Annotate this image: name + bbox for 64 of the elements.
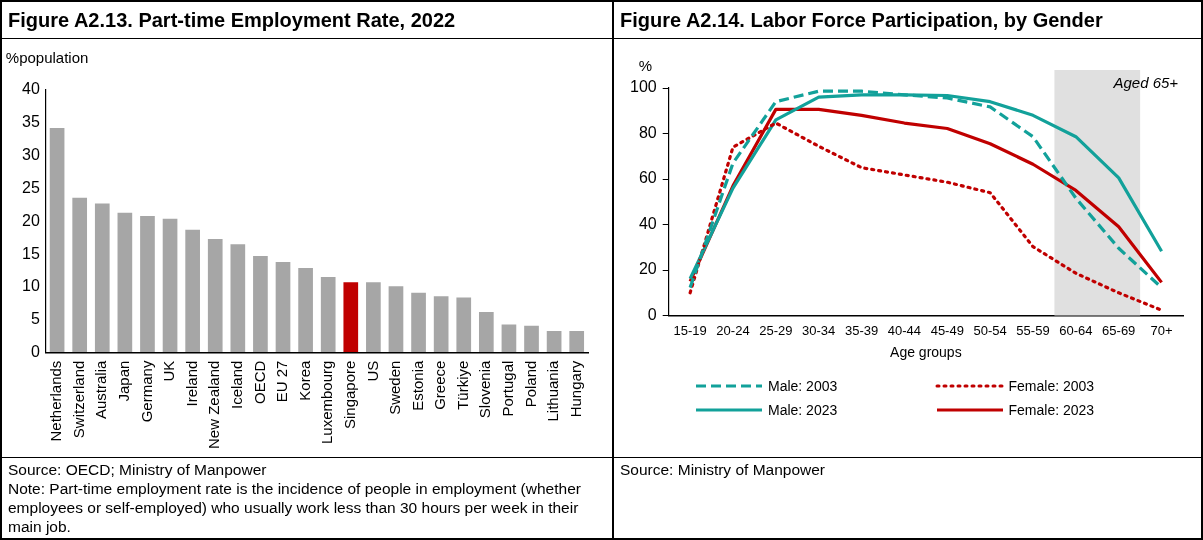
legend-label: Female: 2003 (1008, 378, 1095, 394)
x-tick-label: Estonia (408, 359, 426, 411)
y-tick-label: 15 (22, 244, 40, 262)
x-tick-label: Hungary (566, 360, 584, 418)
y-tick-label: 20 (638, 260, 657, 278)
x-tick-label: 40-44 (887, 322, 922, 338)
x-tick-label: New Zealand (205, 360, 223, 450)
x-tick-label: 15-19 (673, 322, 707, 338)
x-tick-label: 50-54 (973, 322, 1007, 338)
y-tick-label: 100 (629, 78, 657, 96)
x-tick-label: 65-69 (1102, 322, 1136, 338)
x-tick-label: Singapore (340, 360, 358, 430)
x-tick-label: 25-29 (759, 322, 793, 338)
chart-title: Figure A2.13. Part-time Employment Rate, 2022 (2, 2, 612, 39)
x-tick-label: Portugal (499, 360, 517, 417)
x-tick-label: Korea (295, 359, 313, 401)
x-tick-label: EU 27 (273, 360, 291, 403)
x-axis-title: Age groups (890, 344, 962, 361)
x-tick-label: Poland (521, 360, 539, 408)
legend-label: Male: 2003 (768, 378, 838, 394)
y-tick-label: 5 (30, 310, 40, 328)
source-note: Source: Ministry of Manpower (620, 460, 827, 479)
y-tick-label: 25 (22, 178, 40, 196)
x-tick-label: Slovenia (476, 359, 494, 419)
x-tick-label: Türkiye (453, 360, 471, 410)
x-tick-label: 70+ (1150, 322, 1173, 338)
y-tick-label: 35 (22, 113, 40, 131)
band-label: Aged 65+ (1112, 73, 1179, 91)
x-tick-label: 35-39 (844, 322, 879, 338)
x-tick-label: Netherlands (47, 360, 65, 442)
legend-label: Male: 2023 (768, 402, 838, 418)
y-axis-title: % (638, 56, 653, 74)
y-tick-label: 30 (22, 146, 40, 164)
x-tick-label: 45-49 (930, 322, 964, 338)
x-tick-label: Luxembourg (318, 360, 336, 445)
x-tick-label: Japan (115, 360, 133, 402)
x-tick-label: Lithuania (544, 359, 562, 422)
x-tick-label: 20-24 (716, 322, 750, 338)
x-tick-label: Iceland (227, 360, 245, 409)
x-tick-label: Germany (137, 360, 155, 423)
y-tick-label: 0 (647, 306, 657, 324)
y-tick-label: 40 (638, 214, 657, 232)
x-tick-label: 30-34 (802, 322, 836, 338)
y-tick-label: 0 (30, 343, 40, 361)
x-tick-label: UK (160, 360, 178, 382)
x-tick-label: Greece (431, 360, 449, 410)
y-tick-label: 20 (22, 211, 40, 229)
y-axis-title: %population (5, 48, 89, 66)
x-tick-label: Ireland (182, 360, 200, 407)
x-tick-label: Sweden (386, 360, 404, 415)
x-tick-label: Switzerland (69, 360, 87, 439)
y-tick-label: 80 (638, 123, 657, 141)
x-tick-label: 55-59 (1016, 322, 1050, 338)
x-tick-label: OECD (250, 360, 268, 404)
y-tick-label: 60 (638, 169, 657, 187)
y-tick-label: 10 (22, 277, 40, 295)
text: Note: Part-time employment rate is the incidence of people in employment (whether employees or self-employed) who usually work less than 30 hours per week in their main job. (8, 479, 582, 536)
source-note: Source: OECD; Ministry of Manpower (8, 460, 268, 479)
x-tick-label: US (363, 360, 381, 382)
y-tick-label: 40 (22, 80, 40, 98)
legend-label: Female: 2023 (1008, 402, 1095, 418)
chart-title: Figure A2.14. Labor Force Participation, by Gender (614, 2, 1201, 39)
x-tick-label: Australia (92, 359, 110, 419)
x-tick-label: 60-64 (1059, 322, 1093, 338)
